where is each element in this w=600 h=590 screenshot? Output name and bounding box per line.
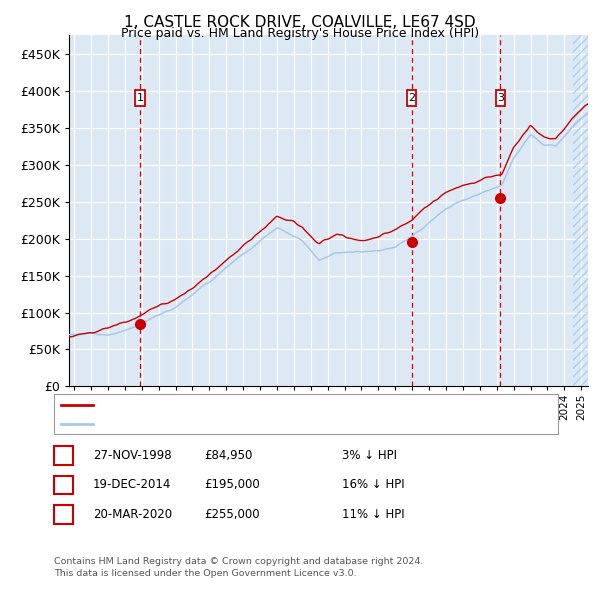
Text: 19-DEC-2014: 19-DEC-2014 (93, 478, 172, 491)
Text: 11% ↓ HPI: 11% ↓ HPI (342, 508, 404, 521)
Text: This data is licensed under the Open Government Licence v3.0.: This data is licensed under the Open Gov… (54, 569, 356, 578)
Text: 3: 3 (497, 93, 504, 103)
Text: £255,000: £255,000 (204, 508, 260, 521)
Text: 2: 2 (408, 93, 415, 103)
Text: 1: 1 (137, 93, 143, 103)
Text: 27-NOV-1998: 27-NOV-1998 (93, 449, 172, 462)
Text: 16% ↓ HPI: 16% ↓ HPI (342, 478, 404, 491)
Text: 3: 3 (60, 508, 67, 521)
Text: 1, CASTLE ROCK DRIVE, COALVILLE, LE67 4SD: 1, CASTLE ROCK DRIVE, COALVILLE, LE67 4S… (124, 15, 476, 30)
Text: Price paid vs. HM Land Registry's House Price Index (HPI): Price paid vs. HM Land Registry's House … (121, 27, 479, 40)
FancyBboxPatch shape (496, 90, 505, 106)
Text: Contains HM Land Registry data © Crown copyright and database right 2024.: Contains HM Land Registry data © Crown c… (54, 557, 424, 566)
FancyBboxPatch shape (407, 90, 416, 106)
Text: £195,000: £195,000 (204, 478, 260, 491)
Text: 1: 1 (60, 449, 67, 462)
Text: 1, CASTLE ROCK DRIVE, COALVILLE, LE67 4SD (detached house): 1, CASTLE ROCK DRIVE, COALVILLE, LE67 4S… (98, 400, 432, 410)
Text: 2: 2 (60, 478, 67, 491)
Text: 3% ↓ HPI: 3% ↓ HPI (342, 449, 397, 462)
Text: £84,950: £84,950 (204, 449, 253, 462)
FancyBboxPatch shape (136, 90, 145, 106)
Text: HPI: Average price, detached house, North West Leicestershire: HPI: Average price, detached house, Nort… (98, 419, 425, 428)
Text: 20-MAR-2020: 20-MAR-2020 (93, 508, 172, 521)
